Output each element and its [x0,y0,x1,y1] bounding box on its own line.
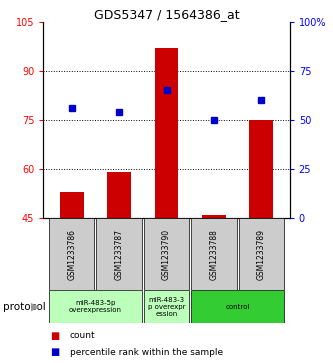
Bar [144,290,189,323]
Text: protocol: protocol [3,302,46,312]
Bar [60,192,84,218]
Text: GSM1233787: GSM1233787 [115,229,124,280]
Bar [249,120,273,218]
Text: GSM1233790: GSM1233790 [162,229,171,280]
Bar [49,218,95,290]
Title: GDS5347 / 1564386_at: GDS5347 / 1564386_at [94,8,239,21]
Text: ▶: ▶ [31,302,39,312]
Bar [202,215,226,218]
Text: GSM1233789: GSM1233789 [257,229,266,280]
Bar [49,290,142,323]
Text: control: control [225,304,250,310]
Text: ■: ■ [50,331,59,341]
Text: GSM1233786: GSM1233786 [67,229,76,280]
Bar [144,218,189,290]
Text: GSM1233788: GSM1233788 [209,229,218,280]
Bar [191,290,284,323]
Text: ■: ■ [50,347,59,357]
Text: percentile rank within the sample: percentile rank within the sample [70,348,223,356]
Bar [238,218,284,290]
Bar [107,172,131,218]
Bar [191,218,237,290]
Text: count: count [70,331,96,340]
Bar [155,48,178,218]
Bar [96,218,142,290]
Text: miR-483-3
p overexpr
ession: miR-483-3 p overexpr ession [148,297,185,317]
Text: miR-483-5p
overexpression: miR-483-5p overexpression [69,300,122,313]
